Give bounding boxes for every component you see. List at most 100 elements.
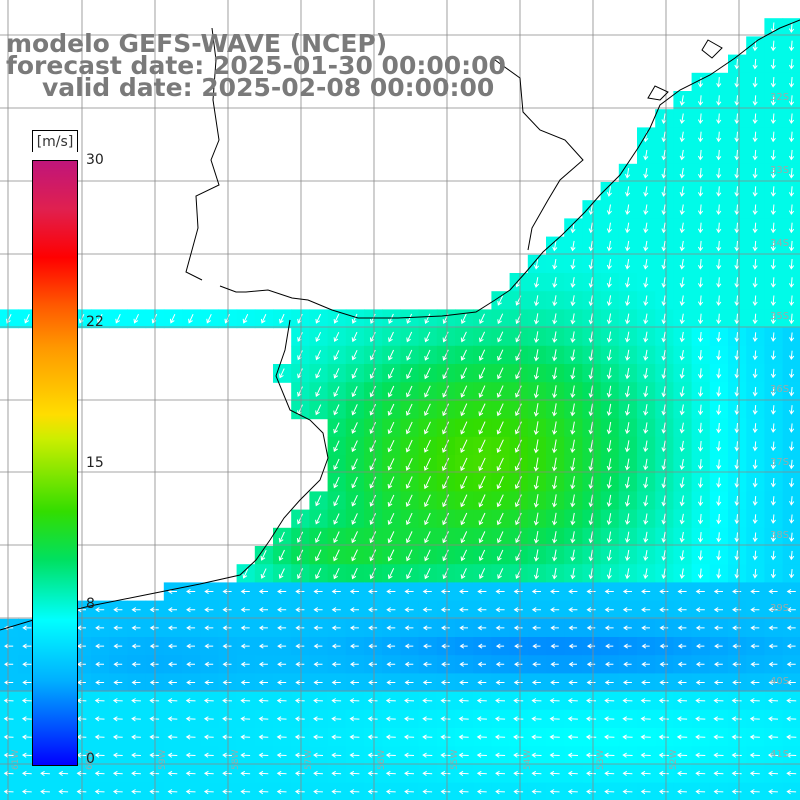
- latitude-label: 32S: [770, 92, 789, 103]
- wind-arrow: [552, 475, 558, 490]
- wind-arrow: [767, 752, 779, 758]
- wind-arrow: [496, 457, 504, 472]
- wind-arrow: [387, 439, 395, 453]
- wind-arrow: [514, 661, 523, 667]
- wind-arrow: [697, 113, 704, 125]
- wind-arrow: [677, 588, 687, 595]
- wind-arrow: [570, 295, 576, 307]
- wind-arrow: [388, 331, 394, 343]
- wind-arrow: [697, 186, 704, 197]
- wind-arrow: [442, 331, 449, 343]
- wind-arrow: [167, 734, 178, 740]
- wind-arrow: [731, 789, 742, 795]
- wind-arrow: [713, 752, 724, 758]
- wind-arrow: [458, 716, 469, 722]
- wind-arrow: [351, 549, 358, 562]
- wind-arrow: [460, 549, 468, 562]
- wind-arrow: [331, 588, 341, 595]
- wind-arrow: [276, 716, 287, 722]
- wind-arrow: [515, 403, 522, 417]
- wind-arrow: [368, 607, 378, 613]
- wind-arrow: [3, 734, 14, 740]
- wind-arrow: [260, 568, 267, 579]
- wind-arrow: [333, 458, 340, 471]
- wind-arrow: [185, 770, 196, 777]
- wind-arrow: [349, 625, 359, 631]
- wind-arrow: [331, 661, 341, 667]
- wind-arrow: [568, 625, 578, 631]
- wind-arrow: [386, 625, 396, 631]
- wind-arrow: [789, 550, 795, 561]
- wind-arrow: [606, 458, 612, 471]
- wind-arrow: [714, 643, 723, 649]
- wind-arrow: [333, 331, 340, 343]
- wind-arrow: [679, 531, 685, 543]
- wind-arrow: [388, 349, 395, 361]
- wind-arrow: [734, 386, 740, 397]
- wind-arrow: [752, 222, 758, 234]
- wind-arrow: [459, 588, 469, 595]
- wind-arrow: [513, 607, 523, 613]
- wind-arrow: [496, 421, 504, 435]
- wind-arrow: [186, 679, 196, 686]
- wind-arrow: [552, 421, 558, 435]
- wind-arrow: [643, 277, 649, 288]
- wind-arrow: [770, 386, 776, 397]
- wind-arrow: [716, 113, 722, 125]
- wind-arrow: [458, 734, 469, 740]
- wind-arrow: [786, 770, 797, 777]
- wind-arrow: [478, 475, 486, 490]
- wind-arrow: [625, 331, 631, 343]
- wind-arrow: [788, 277, 795, 288]
- wind-arrow: [186, 625, 196, 631]
- wind-arrow: [422, 679, 432, 686]
- wind-arrow: [476, 770, 487, 777]
- wind-arrow: [405, 512, 413, 526]
- wind-arrow: [440, 679, 450, 686]
- wind-arrow: [697, 404, 704, 416]
- wind-arrow: [549, 734, 560, 740]
- wind-arrow: [716, 186, 722, 197]
- wind-arrow: [294, 770, 305, 777]
- wind-arrow: [112, 716, 123, 722]
- wind-arrow: [716, 168, 722, 179]
- wind-arrow: [697, 240, 704, 252]
- wind-arrow: [313, 625, 323, 631]
- wind-arrow: [113, 661, 123, 667]
- wind-arrow: [513, 752, 524, 758]
- wind-arrow: [588, 349, 594, 362]
- wind-arrow: [497, 367, 504, 380]
- wind-arrow: [643, 186, 649, 197]
- wind-arrow: [552, 457, 558, 472]
- wind-arrow: [367, 789, 378, 795]
- wind-arrow: [716, 550, 722, 561]
- wind-arrow: [351, 494, 358, 507]
- wind-arrow: [296, 549, 304, 562]
- wind-arrow: [643, 440, 649, 453]
- wind-arrow: [604, 698, 615, 704]
- wind-arrow: [494, 752, 506, 758]
- wind-arrow: [203, 770, 214, 777]
- wind-arrow: [586, 588, 596, 595]
- wind-arrow: [112, 698, 123, 704]
- wind-arrow: [768, 588, 778, 595]
- wind-arrow: [606, 549, 612, 562]
- wind-arrow: [131, 661, 141, 667]
- wind-arrow: [732, 661, 741, 667]
- wind-arrow: [368, 661, 377, 667]
- wind-arrow: [697, 313, 704, 325]
- wind-arrow: [277, 679, 287, 686]
- wind-arrow: [405, 531, 413, 544]
- wind-arrow: [643, 295, 649, 307]
- colorbar-tick-label: 22: [86, 313, 104, 330]
- wind-arrow: [476, 789, 487, 795]
- wind-arrow: [442, 349, 449, 361]
- wind-arrow: [385, 752, 396, 758]
- wind-arrow: [460, 512, 468, 526]
- wind-arrow: [351, 349, 358, 361]
- wind-arrow: [513, 698, 524, 704]
- latitude-label: 37S: [770, 457, 789, 468]
- wind-arrow: [94, 770, 105, 777]
- wind-arrow: [351, 567, 358, 580]
